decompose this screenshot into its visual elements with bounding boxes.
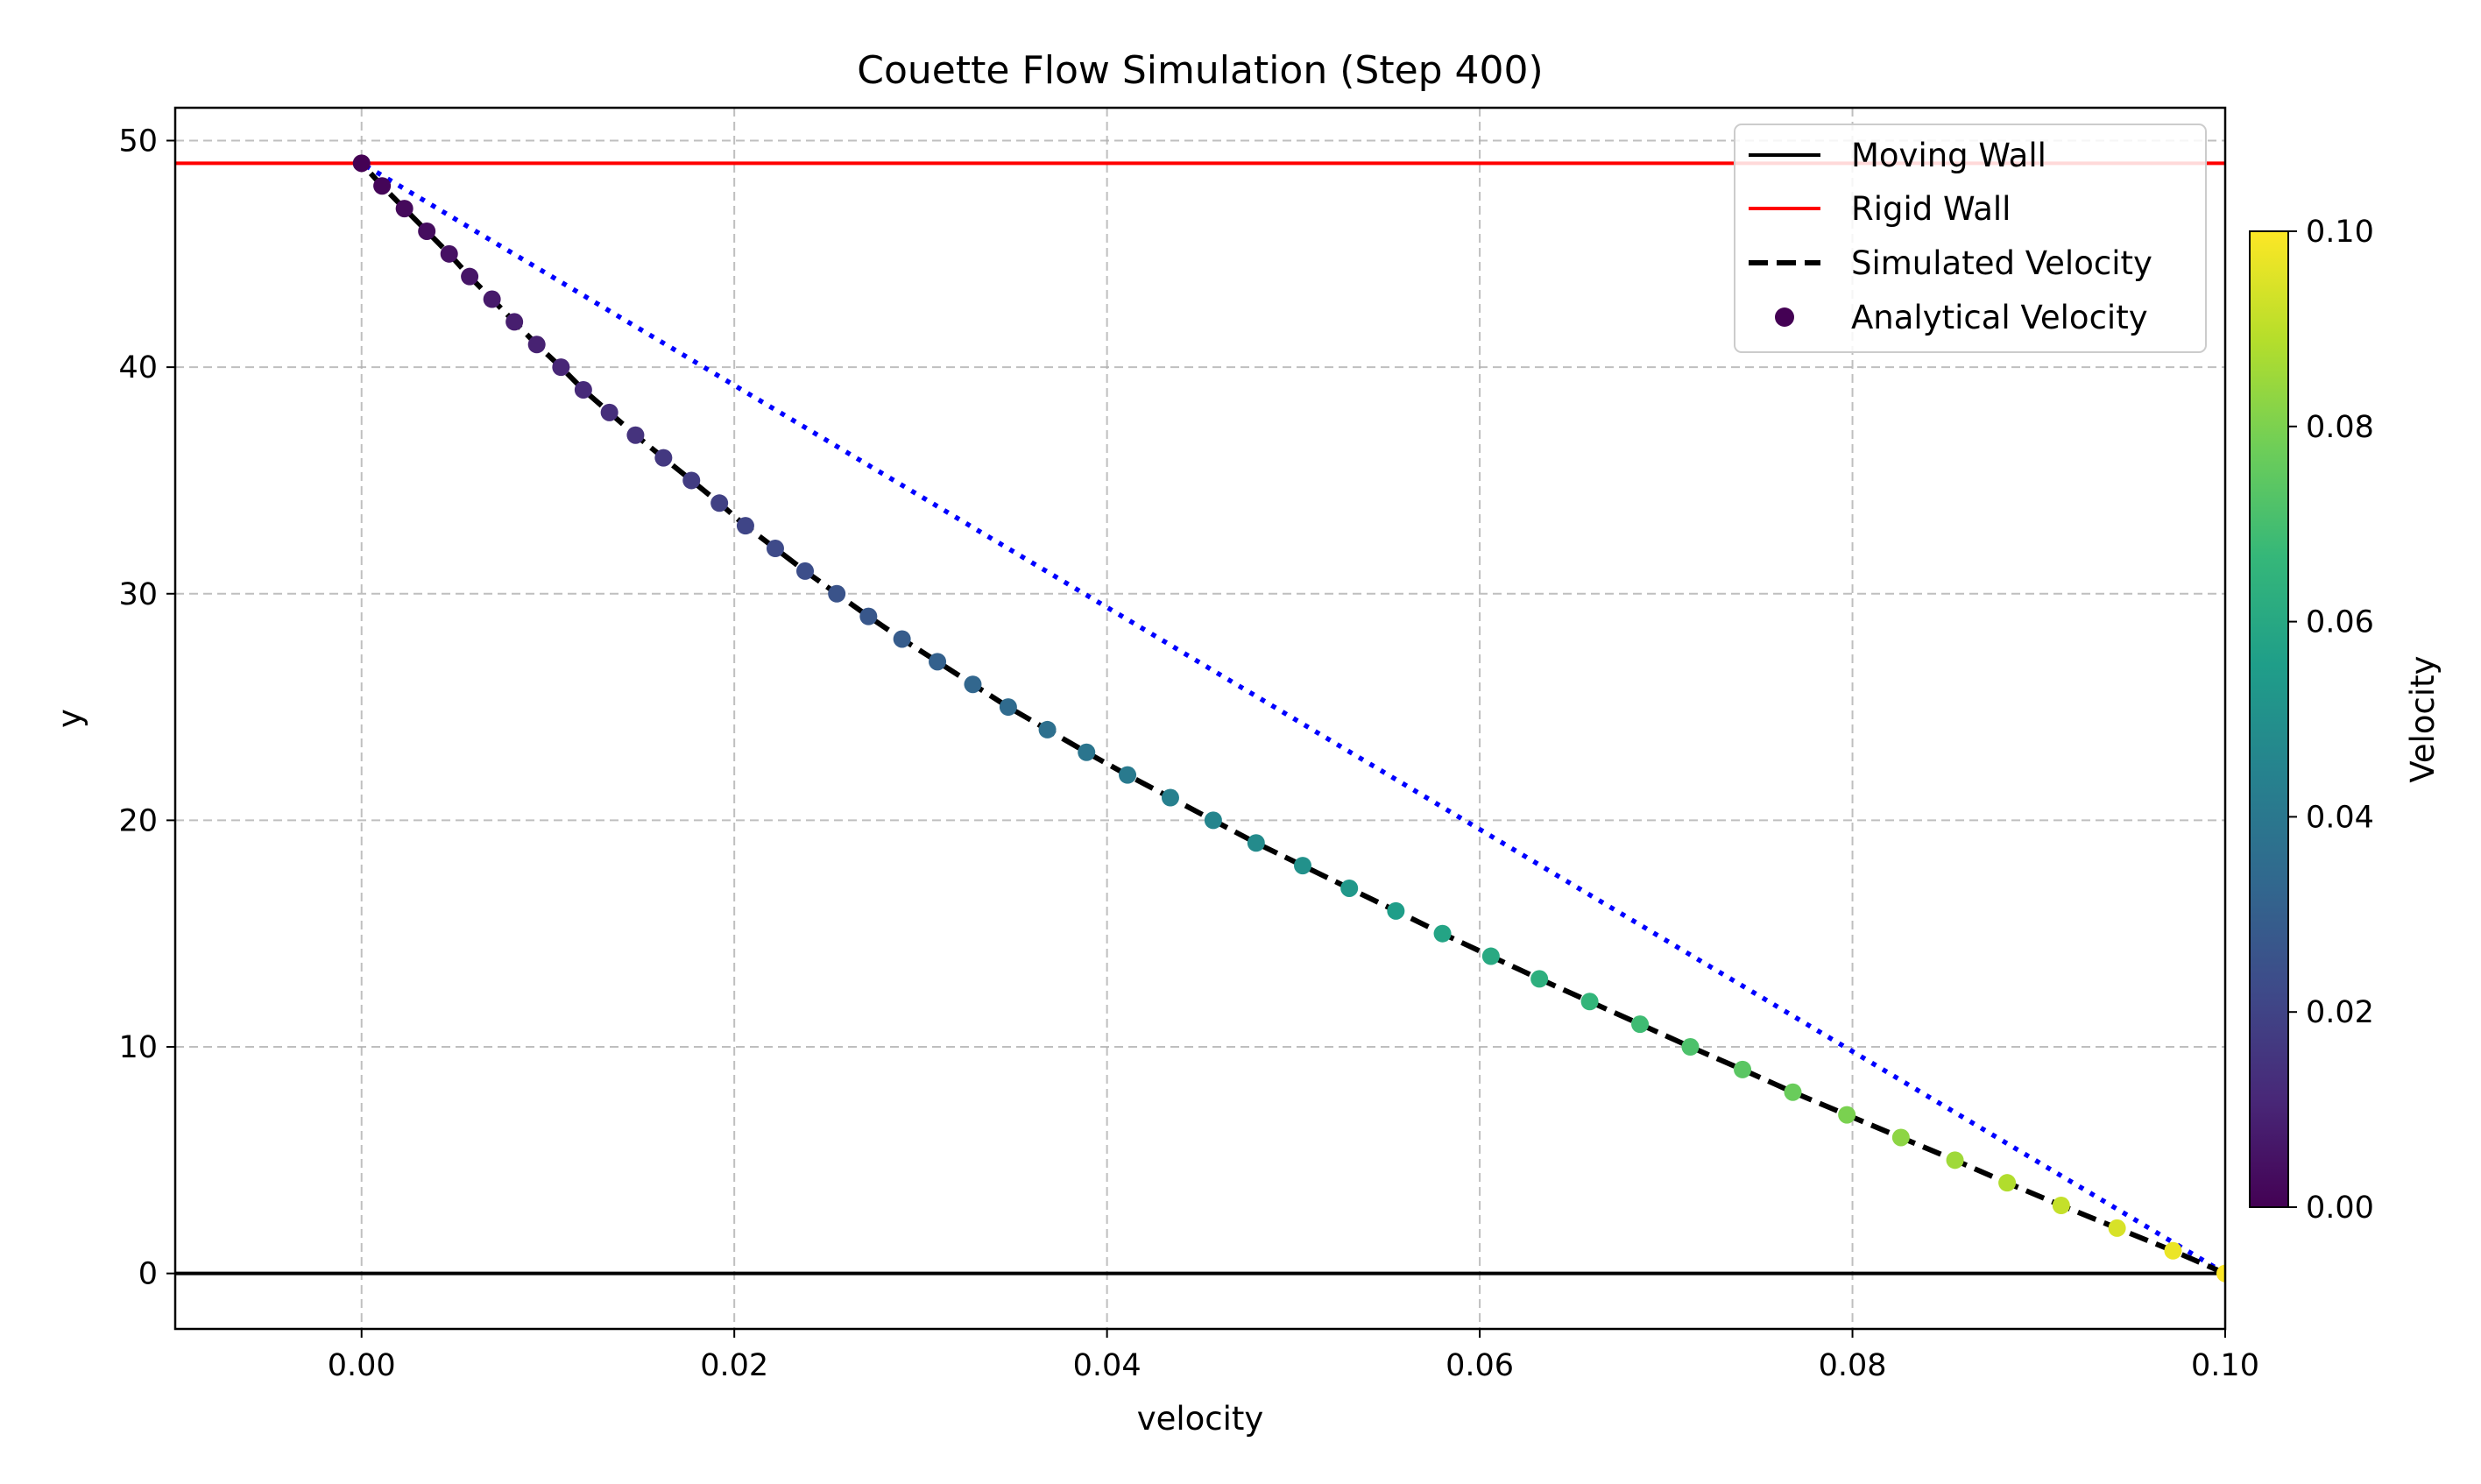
legend-label-rigid-wall: Rigid Wall (1851, 190, 2011, 228)
analytical-velocity-point (1038, 720, 1057, 738)
analytical-velocity-point (1161, 788, 1179, 807)
analytical-velocity-point (710, 494, 729, 512)
x-tick-label: 0.02 (700, 1348, 768, 1383)
legend: Moving Wall Rigid Wall Simulated Velocit… (1734, 124, 2207, 353)
colorbar-tick-label: 0.04 (2306, 800, 2374, 835)
analytical-velocity-point (626, 426, 645, 444)
y-axis-label: y (51, 709, 88, 728)
analytical-velocity-point (2052, 1197, 2070, 1215)
analytical-velocity-point (1119, 766, 1137, 784)
analytical-velocity-point (1998, 1174, 2017, 1192)
analytical-velocity-point (373, 177, 392, 195)
analytical-velocity-point (2108, 1219, 2126, 1237)
analytical-velocity-point (1734, 1060, 1752, 1078)
analytical-velocity-point (964, 675, 982, 694)
x-tick-label: 0.00 (328, 1348, 396, 1383)
analytical-velocity-point (1204, 811, 1222, 830)
analytical-velocity-point (1247, 834, 1265, 852)
analytical-velocity-point (1891, 1128, 1910, 1147)
analytical-velocity-point (1387, 901, 1405, 920)
analytical-velocity-point (395, 200, 414, 218)
y-tick-label: 40 (118, 350, 158, 385)
y-axis-ticks: 0 10 20 30 40 50 (118, 124, 175, 1292)
x-tick-label: 0.08 (1819, 1348, 1887, 1383)
analytical-velocity-point (654, 449, 673, 467)
plot-frame (173, 106, 2227, 1331)
x-axis-ticks: 0.00 0.02 0.04 0.06 0.08 0.10 (328, 1329, 2259, 1383)
colorbar-tick-label: 0.00 (2306, 1191, 2374, 1226)
colorbar-tick-label: 0.02 (2306, 995, 2374, 1030)
analytical-velocity-point (893, 630, 911, 648)
simulated-velocity-line (359, 161, 2225, 1276)
colorbar-ticks: 0.00 0.02 0.04 0.06 0.08 0.10 (2288, 215, 2374, 1226)
y-tick-label: 30 (118, 577, 158, 612)
analytical-velocity-point (1784, 1083, 1802, 1101)
analytical-velocity-point (1433, 924, 1452, 943)
analytical-velocity-point (1838, 1106, 1856, 1124)
x-axis-label: velocity (1137, 1400, 1264, 1438)
analytical-velocity-point (1631, 1015, 1650, 1034)
analytical-velocity-point (574, 380, 592, 399)
analytical-velocity-point (999, 698, 1017, 717)
analytical-velocity-point (2216, 1264, 2225, 1283)
analytical-velocity-point (527, 336, 546, 354)
x-tick-label: 0.10 (2191, 1348, 2259, 1383)
analytical-velocity-point (1681, 1038, 1700, 1056)
legend-box (1734, 124, 2207, 353)
linear-reference-line (360, 161, 2225, 1276)
analytical-velocity-point (352, 154, 371, 173)
legend-handle-analytical-velocity (1775, 307, 1794, 327)
analytical-velocity-point (418, 222, 436, 240)
analytical-velocity-point (736, 517, 754, 535)
colorbar: 0.00 0.02 0.04 0.06 0.08 0.10 Velocity (2249, 215, 2442, 1226)
analytical-velocity-point (1946, 1151, 1964, 1170)
analytical-velocity-point (1294, 857, 1311, 875)
analytical-velocity-point (859, 607, 878, 625)
colorbar-label: Velocity (2404, 655, 2442, 782)
colorbar-gradient (2249, 230, 2289, 1208)
analytical-velocity-point (552, 358, 570, 377)
analytical-velocity-point (461, 267, 479, 286)
legend-label-simulated-velocity: Simulated Velocity (1851, 244, 2152, 282)
analytical-velocity-point (1340, 879, 1359, 897)
analytical-velocity-point (929, 653, 947, 671)
analytical-velocity-point (1530, 970, 1549, 988)
legend-label-analytical-velocity: Analytical Velocity (1851, 299, 2148, 336)
analytical-velocity-point (483, 290, 501, 308)
x-tick-label: 0.06 (1445, 1348, 1514, 1383)
analytical-velocity-point (682, 471, 701, 490)
legend-label-moving-wall: Moving Wall (1851, 137, 2046, 174)
y-tick-label: 50 (118, 124, 158, 159)
analytical-velocity-point (1078, 743, 1096, 761)
analytical-velocity-point (440, 244, 458, 263)
colorbar-tick-label: 0.10 (2306, 215, 2374, 250)
analytical-velocity-point (600, 403, 618, 421)
analytical-velocity-point (828, 584, 846, 603)
analytical-velocity-point (2164, 1241, 2182, 1260)
x-tick-label: 0.04 (1073, 1348, 1142, 1383)
analytical-velocity-point (1481, 947, 1500, 965)
y-tick-label: 20 (118, 803, 158, 838)
y-tick-label: 0 (138, 1257, 158, 1292)
colorbar-tick-label: 0.08 (2306, 410, 2374, 445)
analytical-velocity-point (766, 540, 784, 558)
chart-title: Couette Flow Simulation (Step 400) (857, 48, 1543, 93)
analytical-velocity-point (796, 562, 815, 580)
colorbar-tick-label: 0.06 (2306, 605, 2374, 640)
analytical-velocity-point (505, 313, 524, 331)
analytical-velocity-point (1580, 993, 1599, 1011)
y-tick-label: 10 (118, 1030, 158, 1065)
